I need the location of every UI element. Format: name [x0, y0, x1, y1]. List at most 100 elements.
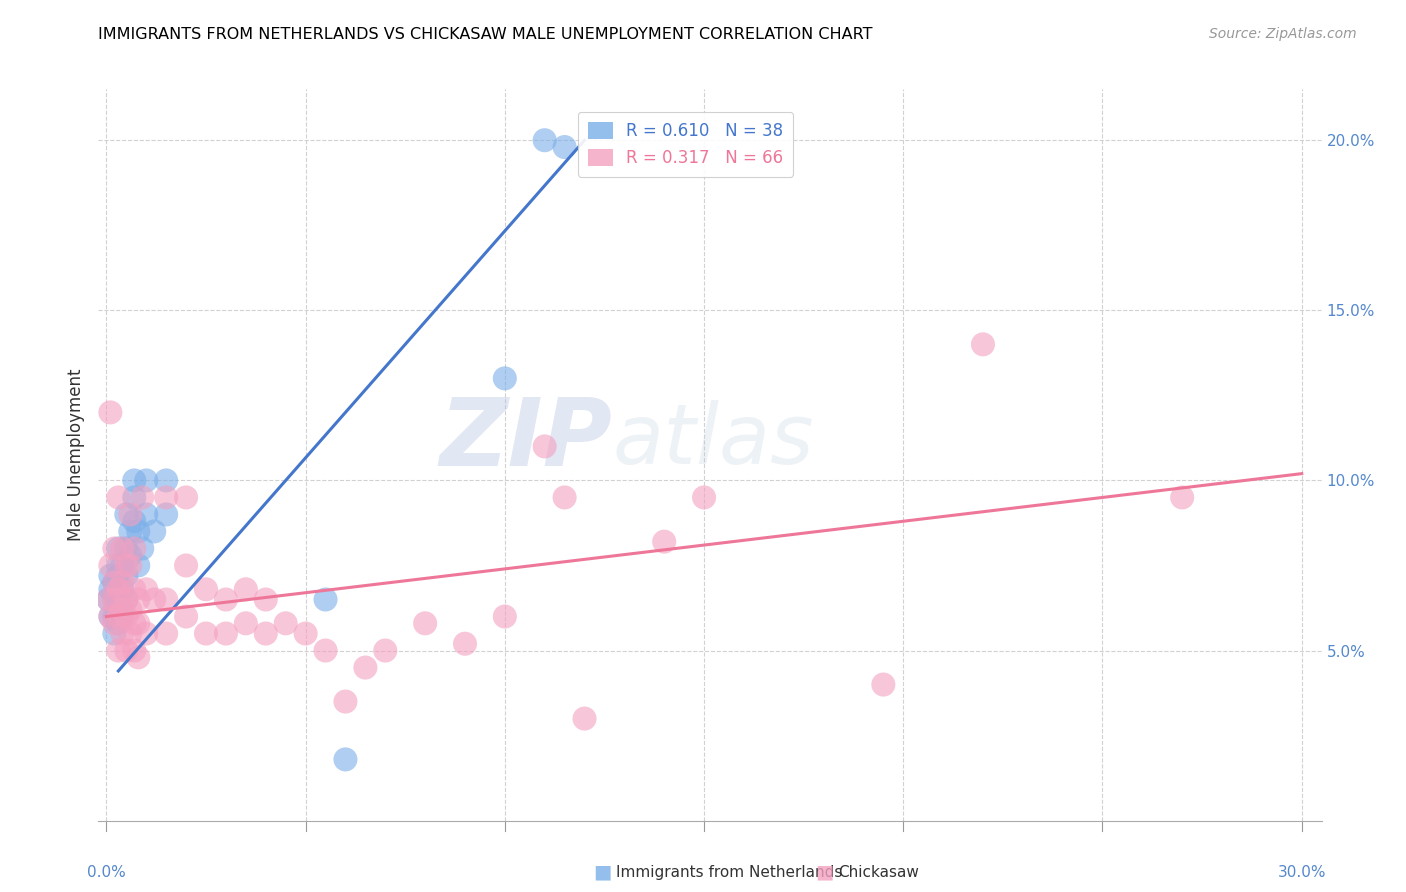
Point	[235, 616, 257, 631]
Y-axis label: Male Unemployment: Male Unemployment	[66, 368, 84, 541]
Point	[174, 609, 197, 624]
Point	[235, 582, 257, 597]
Point	[111, 575, 134, 590]
Point	[127, 650, 149, 665]
Point	[124, 491, 146, 505]
Point	[315, 643, 337, 657]
Point	[107, 582, 129, 597]
Point	[107, 596, 129, 610]
Point	[554, 140, 576, 154]
Point	[107, 541, 129, 556]
Point	[155, 626, 177, 640]
Point	[315, 592, 337, 607]
Point	[374, 643, 396, 657]
Point	[174, 558, 197, 573]
Point	[254, 592, 277, 607]
Point	[454, 637, 477, 651]
Point	[215, 592, 238, 607]
Point	[652, 534, 675, 549]
Text: Immigrants from Netherlands: Immigrants from Netherlands	[616, 865, 842, 880]
Point	[107, 643, 129, 657]
Point	[294, 626, 316, 640]
Point	[124, 643, 146, 657]
Point	[131, 491, 153, 505]
Point	[135, 582, 157, 597]
Point	[872, 677, 894, 691]
Point	[111, 609, 134, 624]
Text: 0.0%: 0.0%	[87, 865, 125, 880]
Point	[254, 626, 277, 640]
Point	[107, 609, 129, 624]
Point	[127, 558, 149, 573]
Point	[135, 626, 157, 640]
Point	[103, 609, 125, 624]
Point	[335, 752, 357, 766]
Point	[124, 616, 146, 631]
Point	[494, 609, 516, 624]
Point	[115, 541, 138, 556]
Point	[100, 568, 122, 582]
Point	[143, 524, 166, 539]
Point	[111, 582, 134, 597]
Point	[1171, 491, 1194, 505]
Point	[143, 592, 166, 607]
Point	[107, 491, 129, 505]
Point	[103, 626, 125, 640]
Point	[135, 474, 157, 488]
Point	[103, 541, 125, 556]
Point	[120, 549, 142, 563]
Point	[111, 626, 134, 640]
Point	[127, 616, 149, 631]
Point	[103, 616, 125, 631]
Point	[103, 575, 125, 590]
Text: Source: ZipAtlas.com: Source: ZipAtlas.com	[1209, 27, 1357, 41]
Point	[195, 582, 218, 597]
Point	[533, 133, 555, 147]
Point	[174, 491, 197, 505]
Point	[103, 575, 125, 590]
Point	[120, 626, 142, 640]
Point	[120, 508, 142, 522]
Point	[115, 643, 138, 657]
Point	[111, 558, 134, 573]
Point	[97, 592, 120, 607]
Point	[124, 541, 146, 556]
Point	[135, 508, 157, 522]
Point	[100, 609, 122, 624]
Point	[103, 592, 125, 607]
Text: ■: ■	[593, 863, 612, 882]
Point	[107, 568, 129, 582]
Point	[115, 609, 138, 624]
Text: 30.0%: 30.0%	[1278, 865, 1326, 880]
Point	[155, 491, 177, 505]
Point	[103, 592, 125, 607]
Point	[115, 568, 138, 582]
Text: ■: ■	[815, 863, 834, 882]
Point	[413, 616, 436, 631]
Point	[100, 582, 122, 597]
Point	[107, 558, 129, 573]
Point	[155, 474, 177, 488]
Point	[124, 514, 146, 528]
Text: ZIP: ZIP	[439, 394, 612, 486]
Text: IMMIGRANTS FROM NETHERLANDS VS CHICKASAW MALE UNEMPLOYMENT CORRELATION CHART: IMMIGRANTS FROM NETHERLANDS VS CHICKASAW…	[98, 27, 873, 42]
Point	[120, 558, 142, 573]
Point	[100, 558, 122, 573]
Point	[195, 626, 218, 640]
Point	[115, 558, 138, 573]
Point	[335, 695, 357, 709]
Point	[115, 508, 138, 522]
Point	[354, 660, 377, 674]
Legend: R = 0.610   N = 38, R = 0.317   N = 66: R = 0.610 N = 38, R = 0.317 N = 66	[578, 112, 793, 177]
Text: Chickasaw: Chickasaw	[838, 865, 920, 880]
Point	[111, 603, 134, 617]
Point	[115, 592, 138, 607]
Point	[155, 592, 177, 607]
Point	[115, 592, 138, 607]
Point	[693, 491, 716, 505]
Point	[574, 712, 596, 726]
Point	[97, 592, 120, 607]
Point	[274, 616, 297, 631]
Point	[100, 609, 122, 624]
Point	[120, 524, 142, 539]
